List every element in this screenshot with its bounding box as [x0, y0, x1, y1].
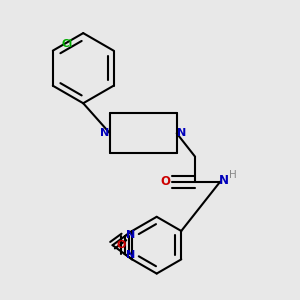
Text: N: N — [126, 230, 135, 240]
Text: H: H — [229, 170, 237, 180]
Text: Cl: Cl — [61, 39, 72, 49]
Text: O: O — [161, 175, 171, 188]
Text: N: N — [126, 250, 135, 260]
Text: O: O — [116, 240, 126, 250]
Text: N: N — [219, 174, 229, 187]
Text: N: N — [100, 128, 110, 138]
Text: N: N — [177, 128, 186, 138]
